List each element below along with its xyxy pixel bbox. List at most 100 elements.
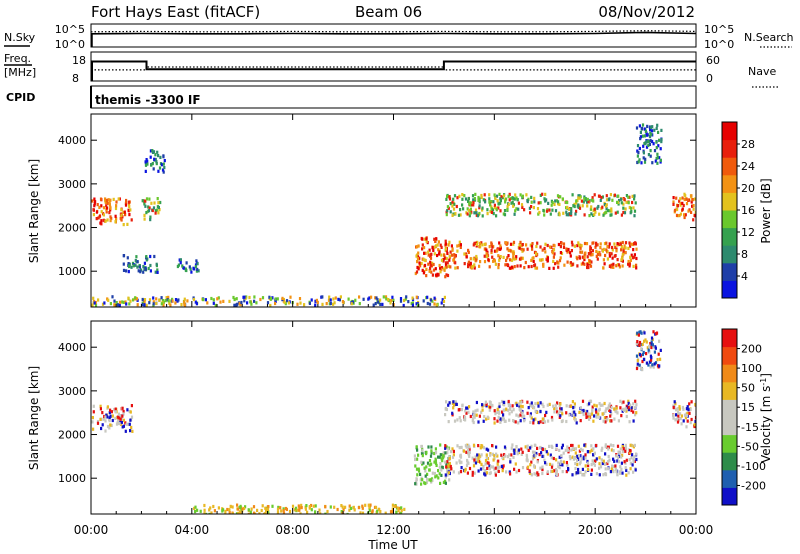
power-cell [475,254,478,259]
velocity-cell [254,512,257,514]
noise-ytick-top: 10^5 [55,23,85,36]
power-cell [183,300,186,304]
power-cell [457,243,461,248]
power-cell [216,297,219,301]
power-cell [147,266,150,271]
velocity-cell [467,443,470,447]
power-cell [124,203,128,207]
velocity-cell [451,447,454,451]
power-cell [97,298,100,302]
velocity-cell [647,348,650,352]
power-cell [450,253,454,257]
time-axis: 00:00 04:00 08:00 12:00 16:00 20:00 00:00 [74,114,713,537]
velocity-cell [676,420,680,424]
velocity-cell [276,510,280,514]
power-cell [179,258,182,262]
power-cell [659,147,662,151]
velocity-cell [537,421,540,425]
velocity-cell [224,509,227,513]
velocity-cell [260,508,263,513]
power-cell [488,265,491,269]
power-cell [627,201,630,205]
velocity-cell [496,410,499,414]
velocity-cell [680,422,683,426]
power-cell [261,296,265,300]
power-cell [145,197,149,201]
power-cell [557,265,560,269]
power-cell [624,246,627,250]
velocity-cell [649,365,652,369]
velocity-cell [632,402,635,406]
power-region-2 [144,149,166,174]
velocity-cell [648,360,651,364]
power-cell [518,243,521,247]
velocity-cell [460,445,463,449]
velocity-cell [680,414,683,418]
power-cell [499,255,502,259]
velocity-cell [599,403,602,407]
velocity-cell [261,504,264,508]
power-cell [645,133,649,137]
velocity-colorbar-swatch-6 [722,381,737,400]
velocity-cell [643,331,646,335]
power-cell [440,245,443,249]
velocity-cell [203,508,206,512]
power-cell [692,204,695,208]
power-cell [337,297,340,301]
power-cell [483,260,487,264]
power-cell [649,138,652,143]
velocity-cell [650,336,654,340]
velocity-cell [424,474,427,478]
power-cell [93,202,96,206]
velocity-cell [472,420,475,425]
power-cell [581,204,584,208]
power-cell [652,142,655,146]
cpid-value: themis -3300 IF [95,93,201,107]
power-cell [109,198,112,202]
power-cell [520,256,523,260]
power-cell [612,265,615,269]
power-cell [91,199,94,203]
velocity-cell [474,409,477,413]
power-cell [102,206,106,210]
power-cell [567,249,570,253]
velocity-cell [99,417,102,421]
velocity-cell [501,466,504,470]
power-cell [114,214,117,218]
power-colorbar-swatch-3 [722,227,737,246]
power-cell [117,197,120,201]
power-cell [633,255,636,259]
velocity-cell [111,414,114,418]
power-cell [122,300,125,304]
velocity-cell [529,412,532,416]
power-cell [154,209,157,213]
power-cell [655,126,658,130]
power-cell [110,216,113,221]
velocity-cell [445,445,448,449]
power-cell [567,213,570,217]
power-cell [620,248,623,252]
power-cell [469,257,472,261]
power-cell [375,296,378,300]
velocity-cell [688,411,691,415]
power-cell [620,201,623,205]
velocity-cell [574,447,577,451]
power-cell [520,247,523,251]
velocity-cell [684,416,687,420]
velocity-cell [293,508,296,512]
velocity-cell [460,408,463,412]
power-cell [565,210,568,214]
velocity-cell [485,457,488,461]
velocity-cell [104,415,107,419]
velocity-cell [471,456,474,460]
velocity-cell [534,402,537,406]
velocity-cell [642,350,645,355]
power-cell [428,248,431,252]
power-cell [118,303,121,307]
velocity-cell [247,508,250,512]
velocity-cell [533,443,536,447]
velocity-cell [379,510,382,514]
velocity-cell [484,400,487,404]
power-cell [195,269,198,273]
velocity-cell [635,341,638,346]
